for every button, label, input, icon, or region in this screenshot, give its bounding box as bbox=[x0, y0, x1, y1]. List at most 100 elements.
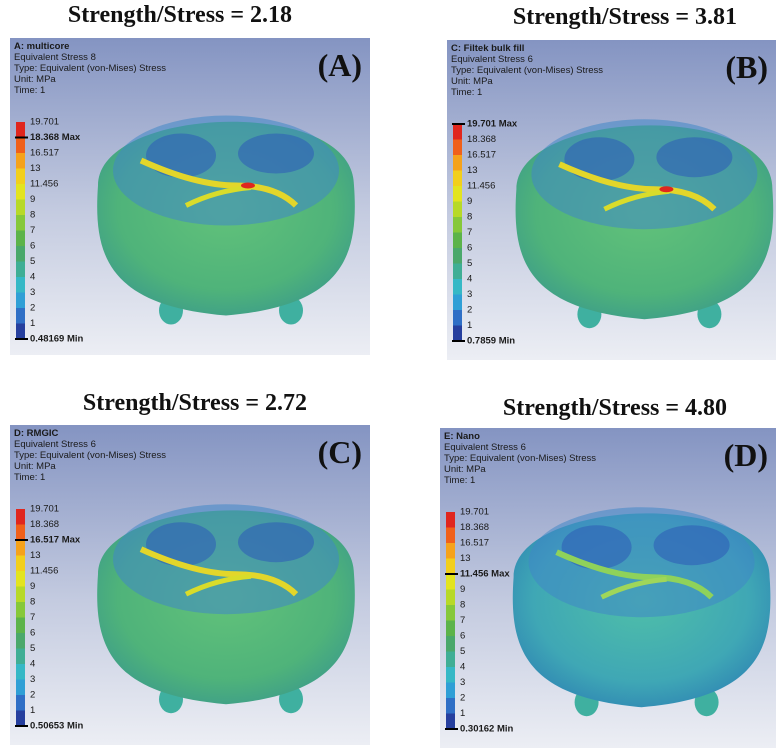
legend-label: 5 bbox=[30, 256, 35, 267]
legend-swatch bbox=[453, 217, 462, 233]
legend-swatch bbox=[16, 618, 25, 634]
legend-label: 1 bbox=[30, 318, 35, 329]
legend-swatch bbox=[16, 293, 25, 309]
legend-label: 13 bbox=[30, 550, 41, 561]
legend-swatch bbox=[453, 248, 462, 264]
header-line: Equivalent Stress 6 bbox=[14, 439, 96, 450]
cusp bbox=[238, 522, 314, 562]
header-line: Unit: MPa bbox=[444, 464, 486, 475]
legend-label: 13 bbox=[467, 165, 478, 176]
legend-label: 11.456 bbox=[30, 179, 58, 190]
panel-title: Strength/Stress = 2.72 bbox=[83, 390, 307, 416]
header-line: Type: Equivalent (von-Mises) Stress bbox=[14, 450, 166, 461]
legend-label: 18.368 Max bbox=[30, 132, 81, 143]
legend-swatch bbox=[453, 186, 462, 202]
occlusal-surface bbox=[113, 504, 339, 614]
legend-label: 6 bbox=[460, 631, 465, 642]
legend-swatch bbox=[446, 636, 455, 652]
legend-label: 0.7859 Min bbox=[467, 336, 515, 347]
legend-swatch bbox=[453, 310, 462, 326]
header-line: Type: Equivalent (von-Mises) Stress bbox=[444, 453, 596, 464]
legend-swatch bbox=[16, 169, 25, 185]
legend-swatch bbox=[446, 574, 455, 590]
header-line: Time: 1 bbox=[14, 85, 45, 96]
header-line: C: Filtek bulk fill bbox=[451, 43, 524, 54]
header-line: Equivalent Stress 6 bbox=[451, 54, 533, 65]
hotspot bbox=[659, 186, 673, 192]
panel-title: Strength/Stress = 4.80 bbox=[503, 395, 727, 421]
legend-label: 4 bbox=[467, 274, 472, 285]
legend-swatch bbox=[16, 587, 25, 603]
header-line: Type: Equivalent (von-Mises) Stress bbox=[451, 65, 603, 76]
cusp bbox=[656, 137, 732, 177]
panel-label: (B) bbox=[725, 49, 768, 85]
legend-label: 19.701 Max bbox=[467, 119, 518, 130]
panel-title: Strength/Stress = 3.81 bbox=[513, 4, 737, 30]
legend-label: 5 bbox=[467, 258, 472, 269]
header-line: Unit: MPa bbox=[451, 76, 493, 87]
legend-label: 7 bbox=[30, 225, 35, 236]
legend-swatch bbox=[16, 525, 25, 541]
legend-swatch bbox=[16, 633, 25, 649]
legend-label: 7 bbox=[460, 615, 465, 626]
legend-label: 6 bbox=[30, 628, 35, 639]
occlusal-surface bbox=[113, 116, 339, 226]
legend-swatch bbox=[453, 171, 462, 187]
legend-label: 8 bbox=[30, 597, 35, 608]
legend-label: 3 bbox=[30, 674, 35, 685]
legend-label: 2 bbox=[30, 690, 35, 701]
legend-swatch bbox=[16, 571, 25, 587]
legend-swatch bbox=[16, 680, 25, 696]
legend-swatch bbox=[16, 200, 25, 216]
occlusal-surface bbox=[531, 119, 757, 229]
legend-label: 11.456 bbox=[30, 566, 58, 577]
occlusal-surface bbox=[529, 507, 755, 617]
legend-label: 0.50653 Min bbox=[30, 721, 84, 732]
legend-label: 1 bbox=[30, 705, 35, 716]
legend-label: 16.517 Max bbox=[30, 535, 81, 546]
legend-swatch bbox=[446, 512, 455, 528]
legend-label: 16.517 bbox=[460, 538, 489, 549]
legend-swatch bbox=[16, 711, 25, 727]
legend-label: 5 bbox=[30, 643, 35, 654]
legend-swatch bbox=[453, 202, 462, 218]
header-line: A: multicore bbox=[14, 41, 69, 52]
legend-label: 16.517 bbox=[30, 148, 59, 159]
legend-label: 9 bbox=[30, 194, 35, 205]
legend-label: 11.456 bbox=[467, 181, 495, 192]
legend-swatch bbox=[16, 246, 25, 262]
legend-label: 7 bbox=[467, 227, 472, 238]
legend-swatch bbox=[446, 621, 455, 637]
header-line: Equivalent Stress 8 bbox=[14, 52, 96, 63]
header-line: Type: Equivalent (von-Mises) Stress bbox=[14, 63, 166, 74]
panel-label: (D) bbox=[724, 437, 768, 473]
legend-label: 6 bbox=[30, 241, 35, 252]
legend-label: 19.701 bbox=[30, 504, 59, 515]
legend-swatch bbox=[16, 262, 25, 278]
header-line: Time: 1 bbox=[14, 472, 45, 483]
legend-swatch bbox=[16, 184, 25, 200]
legend-swatch bbox=[453, 124, 462, 140]
legend-swatch bbox=[16, 509, 25, 525]
panel-label: (C) bbox=[318, 434, 362, 470]
cusp bbox=[146, 134, 216, 178]
legend-label: 4 bbox=[30, 659, 35, 670]
legend-swatch bbox=[16, 153, 25, 169]
legend-swatch bbox=[16, 556, 25, 572]
header-line: Time: 1 bbox=[451, 87, 482, 98]
legend-swatch bbox=[446, 683, 455, 699]
legend-label: 19.701 bbox=[30, 117, 59, 128]
legend-swatch bbox=[16, 649, 25, 665]
legend-swatch bbox=[446, 528, 455, 544]
legend-swatch bbox=[446, 543, 455, 559]
header-line: D: RMGIC bbox=[14, 428, 58, 439]
legend-swatch bbox=[16, 277, 25, 293]
cusp bbox=[564, 137, 634, 181]
legend-label: 13 bbox=[460, 553, 471, 564]
legend-label: 18.368 bbox=[460, 522, 489, 533]
hotspot bbox=[241, 183, 255, 189]
legend-label: 8 bbox=[460, 600, 465, 611]
legend-label: 4 bbox=[460, 662, 465, 673]
legend-label: 3 bbox=[30, 287, 35, 298]
